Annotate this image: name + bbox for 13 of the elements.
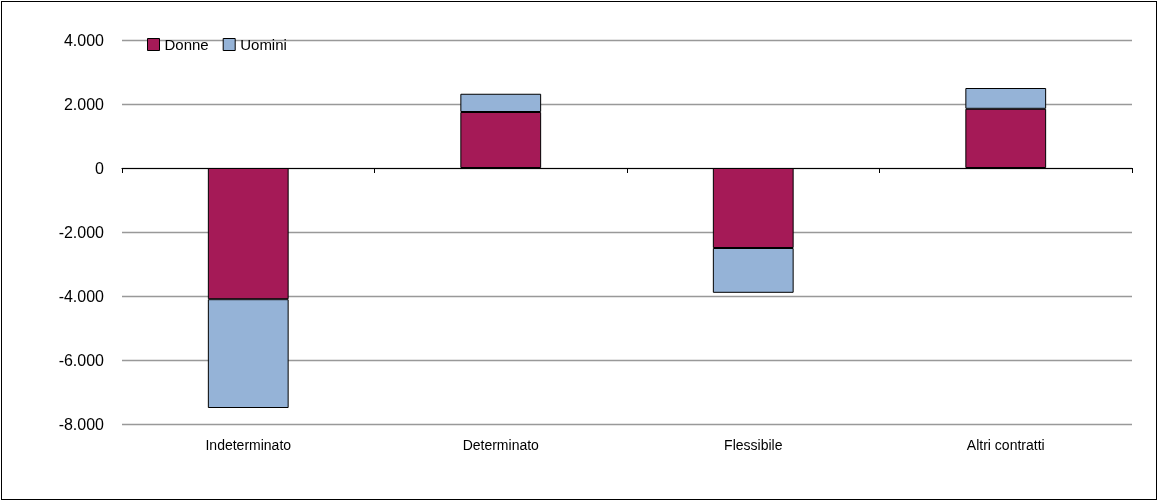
y-tick-label: -8.000 <box>58 415 105 433</box>
y-tick-label: -4.000 <box>58 287 105 305</box>
y-tick-label: 4.000 <box>63 31 105 49</box>
x-tick-label: Flessibile <box>724 437 783 453</box>
x-tick-label: Determinato <box>462 437 540 453</box>
x-tick-label: Indeterminato <box>205 437 292 453</box>
legend-label: Uomini <box>240 36 287 53</box>
y-tick-label: 0 <box>95 159 105 177</box>
y-tick-label: 2.000 <box>63 95 105 113</box>
y-tick-label: -2.000 <box>58 223 105 241</box>
y-tick-label: -6.000 <box>58 351 105 369</box>
legend-label: Donne <box>164 36 209 53</box>
x-tick-label: Altri contratti <box>966 437 1045 453</box>
